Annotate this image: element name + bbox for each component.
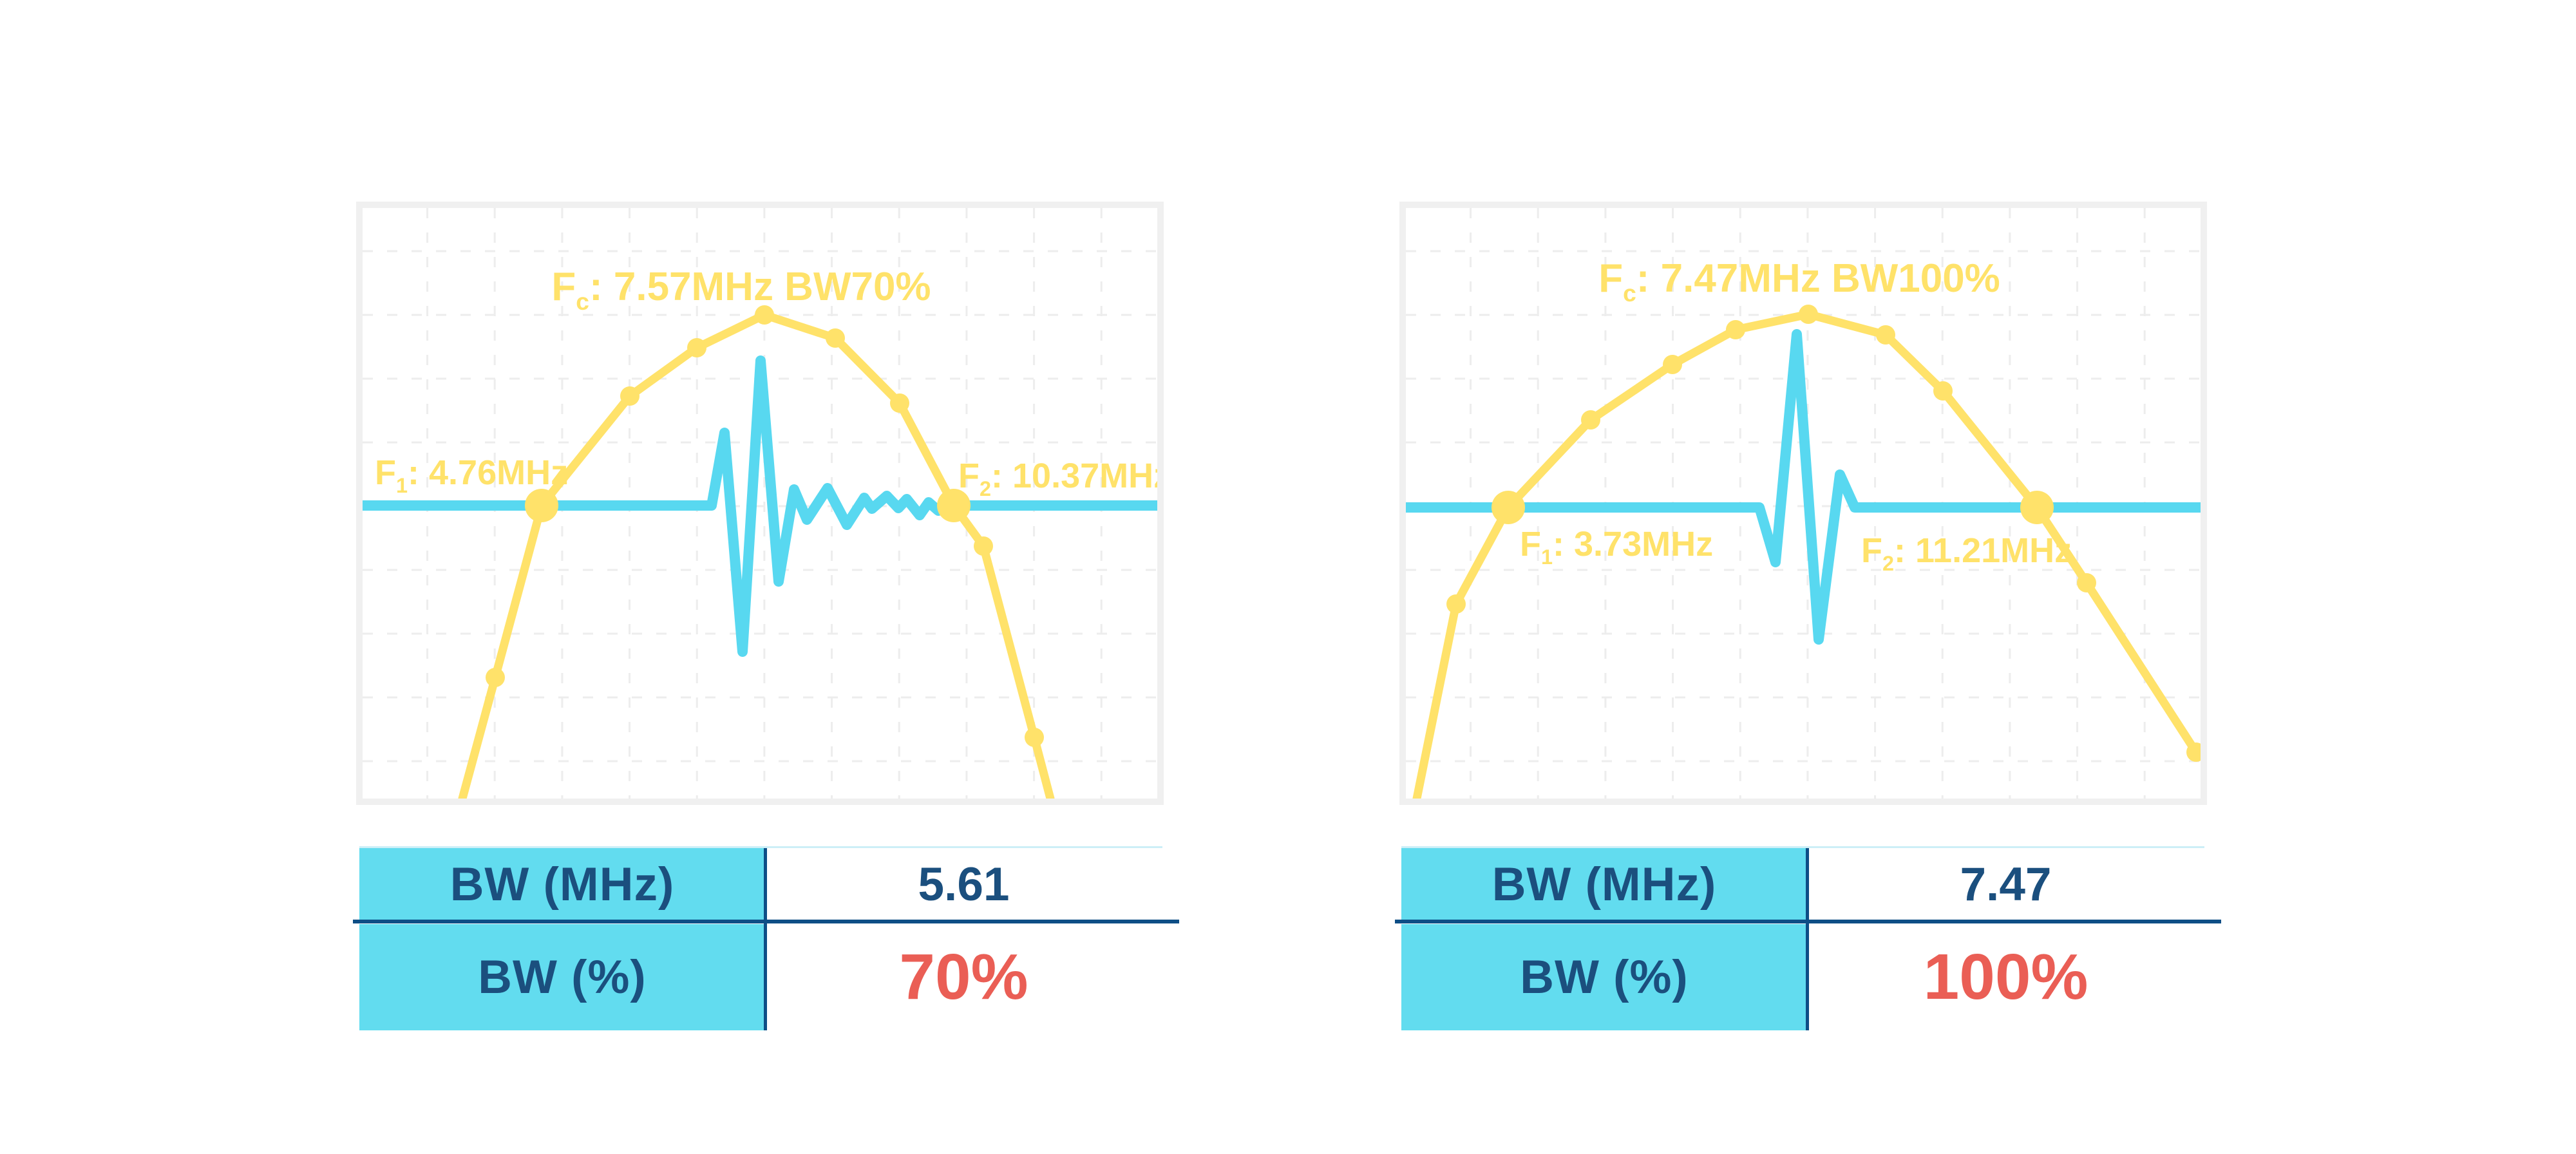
spectrum-marker — [890, 393, 909, 413]
chart-panel-100pct: Fc: 7.47MHz BW100% F1: 3.73MHz F2: 11.21MH… — [1399, 202, 2207, 805]
spectrum-marker — [974, 536, 993, 556]
chart-panel-70pct: Fc: 7.57MHz BW70% F1: 4.76MHz F2: 10.37MHz — [356, 202, 1164, 805]
spectrum-marker — [1726, 320, 1745, 339]
bandwidth-crossing-marker — [2020, 491, 2054, 524]
spectrum-marker — [1933, 381, 1953, 401]
f1-annotation: F1: 4.76MHz — [375, 453, 568, 497]
bandwidth-crossing-marker — [525, 489, 558, 522]
table-row: BW (MHz) 5.61 — [359, 848, 1162, 921]
table-column-divider — [1806, 848, 1809, 1030]
fc-annotation: Fc: 7.47MHz BW100% — [1598, 256, 2000, 307]
table-column-divider — [764, 848, 767, 1030]
spectrum-marker — [1581, 410, 1600, 430]
chart-plot-100pct: Fc: 7.47MHz BW100% F1: 3.73MHz F2: 11.21MH… — [1406, 208, 2201, 799]
bw-mhz-label: BW (MHz) — [359, 848, 765, 921]
table-row: BW (%) 100% — [1401, 924, 2204, 1030]
table-row: BW (MHz) 7.47 — [1401, 848, 2204, 921]
f2-annotation: F2: 11.21MHz — [1861, 531, 2072, 575]
spectrum-marker — [1446, 594, 1466, 614]
table-row: BW (%) 70% — [359, 924, 1162, 1030]
f2-annotation: F2: 10.37MHz — [958, 457, 1157, 500]
spectrum-marker — [620, 386, 639, 406]
spectrum-marker — [1876, 325, 1895, 345]
bw-pct-value: 100% — [1923, 941, 2088, 1013]
bw-mhz-label: BW (MHz) — [1401, 848, 1807, 921]
spectrum-marker — [2077, 573, 2096, 592]
table-top-rule — [1401, 846, 2204, 848]
spectrum-marker — [687, 338, 706, 357]
spectrum-marker — [755, 305, 774, 325]
spectrum-marker — [1799, 305, 1818, 324]
spectrum-marker — [486, 668, 505, 687]
bw-pct-label: BW (%) — [359, 924, 765, 1030]
fc-annotation: Fc: 7.57MHz BW70% — [551, 265, 931, 315]
f1-annotation: F1: 3.73MHz — [1520, 525, 1713, 569]
bw-mhz-value: 7.47 — [1960, 858, 2052, 911]
bw-mhz-value: 5.61 — [918, 858, 1010, 911]
bw-table-70pct: BW (MHz) 5.61 BW (%) 70% — [353, 846, 1179, 1030]
table-top-rule — [359, 846, 1162, 848]
chart-plot-70pct: Fc: 7.57MHz BW70% F1: 4.76MHz F2: 10.37MHz — [363, 208, 1157, 799]
bw-pct-value: 70% — [899, 941, 1028, 1013]
pulse-waveform — [363, 355, 1157, 657]
spectrum-marker — [1025, 728, 1044, 747]
spectrum-marker — [826, 328, 845, 348]
pulse-waveform — [1406, 329, 2201, 645]
spectrum-curve — [458, 310, 1055, 799]
spectrum-marker — [1663, 355, 1682, 374]
bandwidth-crossing-marker — [937, 489, 971, 522]
bw-pct-label: BW (%) — [1401, 924, 1807, 1030]
spectrum-marker — [2186, 743, 2201, 762]
bandwidth-crossing-marker — [1492, 491, 1525, 524]
bw-table-100pct: BW (MHz) 7.47 BW (%) 100% — [1395, 846, 2221, 1030]
